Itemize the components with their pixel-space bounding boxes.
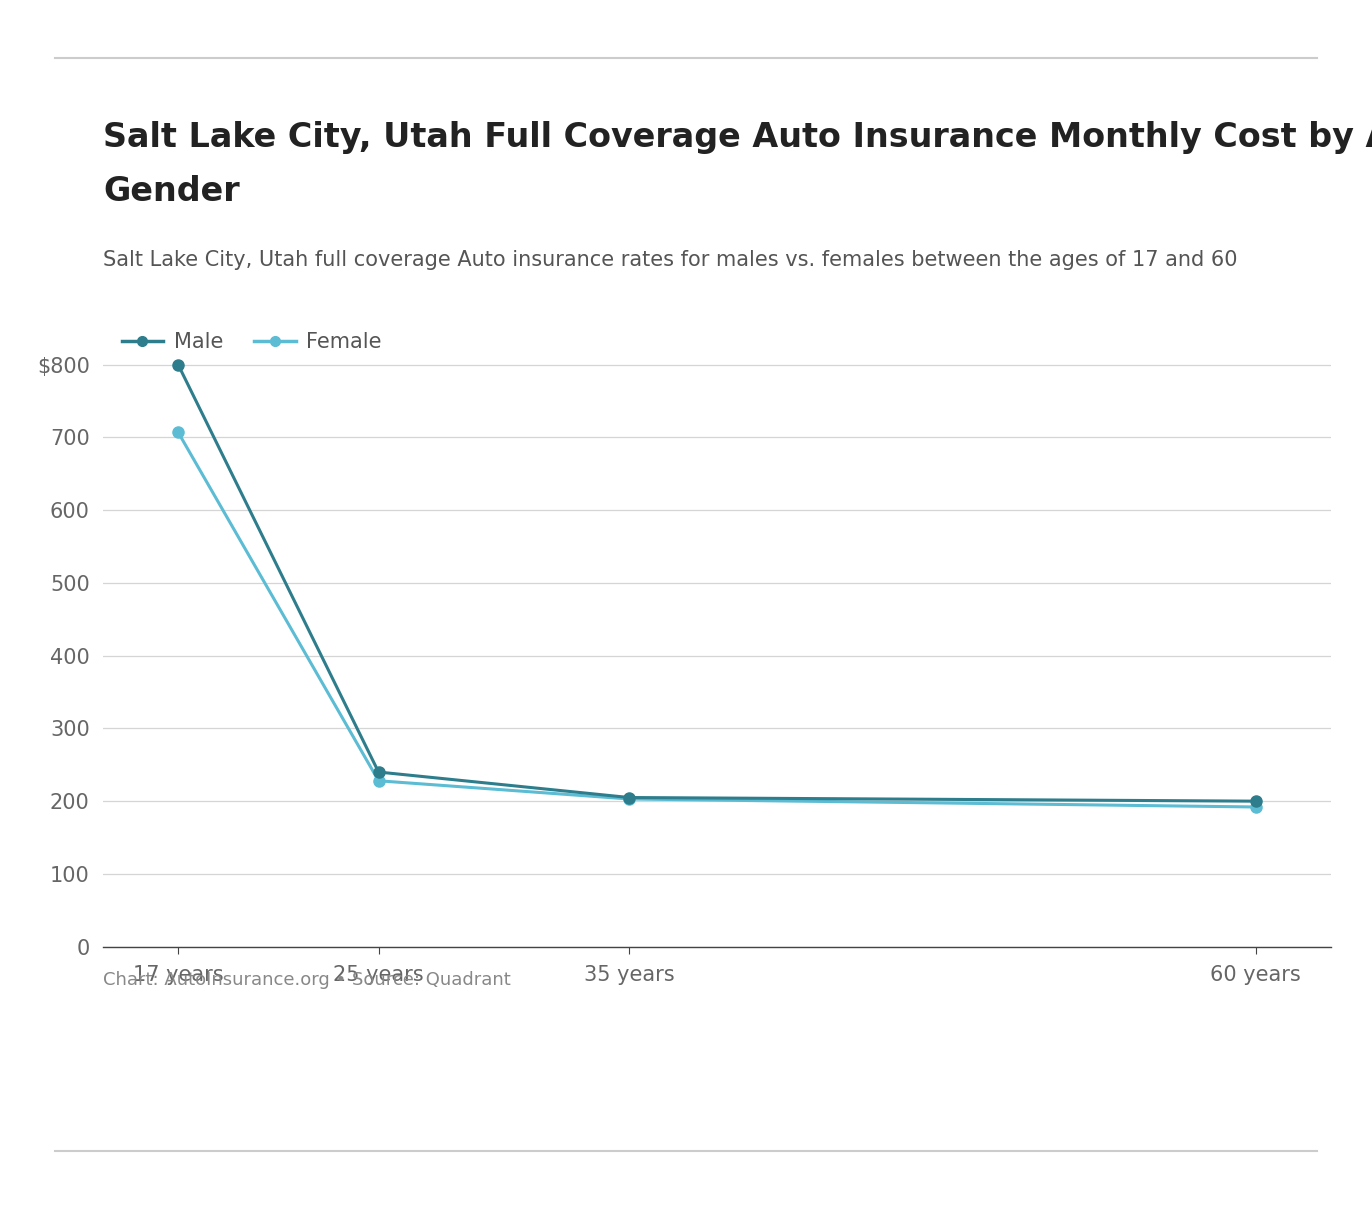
Text: Salt Lake City, Utah full coverage Auto insurance rates for males vs. females be: Salt Lake City, Utah full coverage Auto … [103, 250, 1238, 270]
Text: Chart: AutoInsurance.org • Source: Quadrant: Chart: AutoInsurance.org • Source: Quadr… [103, 971, 510, 989]
Text: Salt Lake City, Utah Full Coverage Auto Insurance Monthly Cost by Age and: Salt Lake City, Utah Full Coverage Auto … [103, 121, 1372, 153]
Legend: Male, Female: Male, Female [114, 324, 390, 361]
Text: Gender: Gender [103, 175, 240, 207]
